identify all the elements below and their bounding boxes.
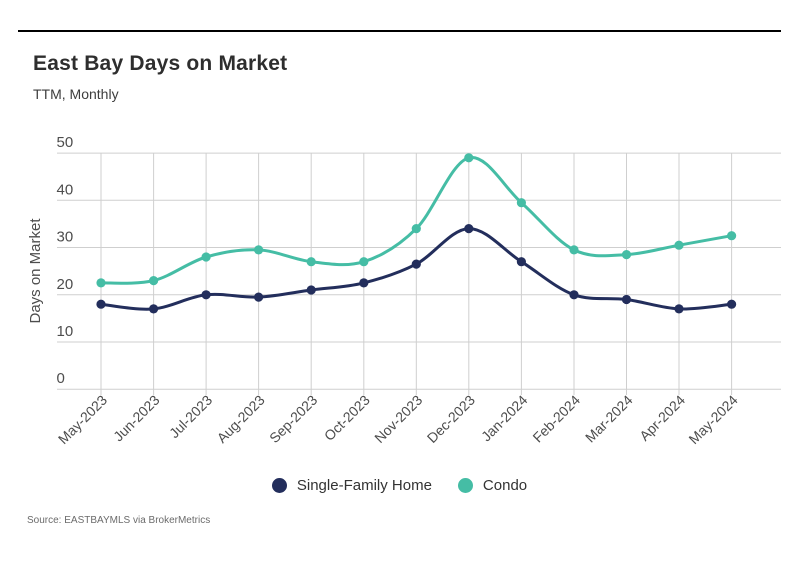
data-point: [201, 290, 211, 300]
x-tick-label: May-2023: [55, 392, 110, 447]
data-point: [359, 257, 369, 267]
data-point: [621, 250, 632, 260]
legend-label: Single-Family Home: [296, 477, 432, 494]
data-point: [411, 259, 421, 269]
x-tick-label: Feb-2024: [529, 392, 583, 446]
x-tick-label: Jul-2023: [166, 392, 215, 441]
data-point: [149, 276, 159, 286]
data-point: [464, 153, 474, 163]
y-tick-label: 20: [57, 276, 74, 293]
chart-title: East Bay Days on Market: [33, 52, 288, 75]
x-tick-label: Oct-2023: [321, 392, 373, 444]
x-tick-label: Jan-2024: [478, 392, 531, 445]
y-tick-label: 50: [57, 134, 74, 151]
data-point: [306, 285, 316, 295]
legend-item: Condo: [457, 477, 528, 494]
y-tick-label: 40: [57, 181, 74, 198]
data-point: [96, 299, 106, 309]
data-point: [464, 224, 474, 234]
x-tick-label: Apr-2024: [636, 392, 688, 444]
data-point: [254, 292, 264, 302]
y-tick-label: 10: [57, 323, 74, 340]
data-point: [569, 245, 579, 255]
data-point: [411, 224, 421, 234]
y-axis-title: Days on Market: [27, 218, 44, 324]
x-tick-label: May-2024: [685, 392, 740, 447]
x-tick-label: Mar-2024: [582, 392, 636, 446]
data-point: [621, 294, 632, 305]
data-point: [516, 198, 527, 208]
legend-label: Condo: [482, 477, 528, 494]
x-tick-label: Jun-2023: [110, 392, 163, 445]
data-point: [254, 245, 264, 255]
data-point: [516, 257, 527, 267]
y-tick-label: 0: [57, 370, 65, 387]
chart-legend: Single-Family Home Condo: [0, 477, 799, 494]
data-point: [306, 257, 316, 267]
data-point: [569, 290, 579, 300]
legend-item: Single-Family Home: [271, 477, 432, 494]
source-attribution: Source: EASTBAYMLS via BrokerMetrics: [27, 515, 211, 526]
data-point: [149, 304, 159, 314]
x-tick-label: Sep-2023: [266, 392, 320, 446]
x-tick-label: Aug-2023: [214, 392, 268, 446]
top-rule-divider: [18, 30, 781, 32]
data-point: [359, 278, 369, 288]
data-point: [674, 240, 684, 250]
data-point: [201, 252, 211, 262]
data-point: [96, 278, 106, 288]
data-point: [674, 304, 684, 314]
y-tick-label: 30: [57, 229, 74, 246]
chart-subtitle: TTM, Monthly: [33, 86, 119, 102]
data-point: [727, 231, 737, 241]
x-tick-label: Nov-2023: [371, 392, 425, 446]
x-tick-label: Dec-2023: [424, 392, 478, 446]
legend-dot-icon: [457, 478, 473, 493]
data-point: [727, 299, 737, 309]
legend-dot-icon: [271, 478, 287, 493]
